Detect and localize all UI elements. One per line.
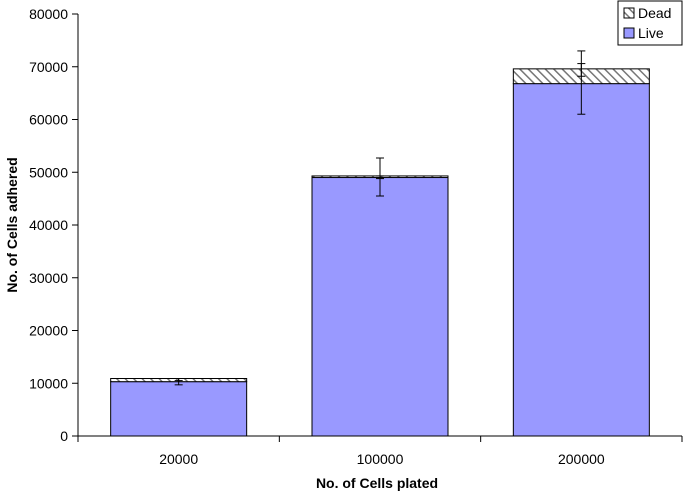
axes: 0 10000 20000 30000 40000 50000 60000 70000 8000… <box>29 6 683 467</box>
x-tick-label-20000: 20000 <box>159 451 198 467</box>
y-tick-label-60000: 60000 <box>29 112 68 128</box>
y-tick-label-40000: 40000 <box>29 217 68 233</box>
x-tick-label-100000: 100000 <box>357 451 404 467</box>
bar-live-200000 <box>512 83 650 437</box>
error-bar-dead-100000 <box>376 157 384 180</box>
bar-live-20000 <box>110 381 248 437</box>
x-axis-title: No. of Cells plated <box>316 475 438 491</box>
error-bar-dead-20000 <box>174 378 183 382</box>
y-tick-label-10000: 10000 <box>29 375 68 391</box>
legend-swatch-dead <box>623 7 635 19</box>
bar-live-100000 <box>311 177 449 437</box>
legend: Dead Live <box>617 0 683 46</box>
legend-label-dead: Dead <box>638 5 671 21</box>
y-tick-label-20000: 20000 <box>29 323 68 339</box>
y-tick-label-50000: 50000 <box>29 164 68 180</box>
legend-label-live: Live <box>638 25 664 41</box>
plot-area <box>110 50 650 437</box>
x-tick-label-200000: 200000 <box>558 451 605 467</box>
y-tick-label-30000: 30000 <box>29 270 68 286</box>
y-tick-label-70000: 70000 <box>29 59 68 75</box>
error-bar-dead-200000 <box>577 50 586 77</box>
legend-swatch-live <box>623 27 635 39</box>
y-axis-title: No. of Cells adhered <box>4 157 20 292</box>
y-tick-label-0: 0 <box>60 428 68 444</box>
y-tick-label-80000: 80000 <box>29 6 68 22</box>
